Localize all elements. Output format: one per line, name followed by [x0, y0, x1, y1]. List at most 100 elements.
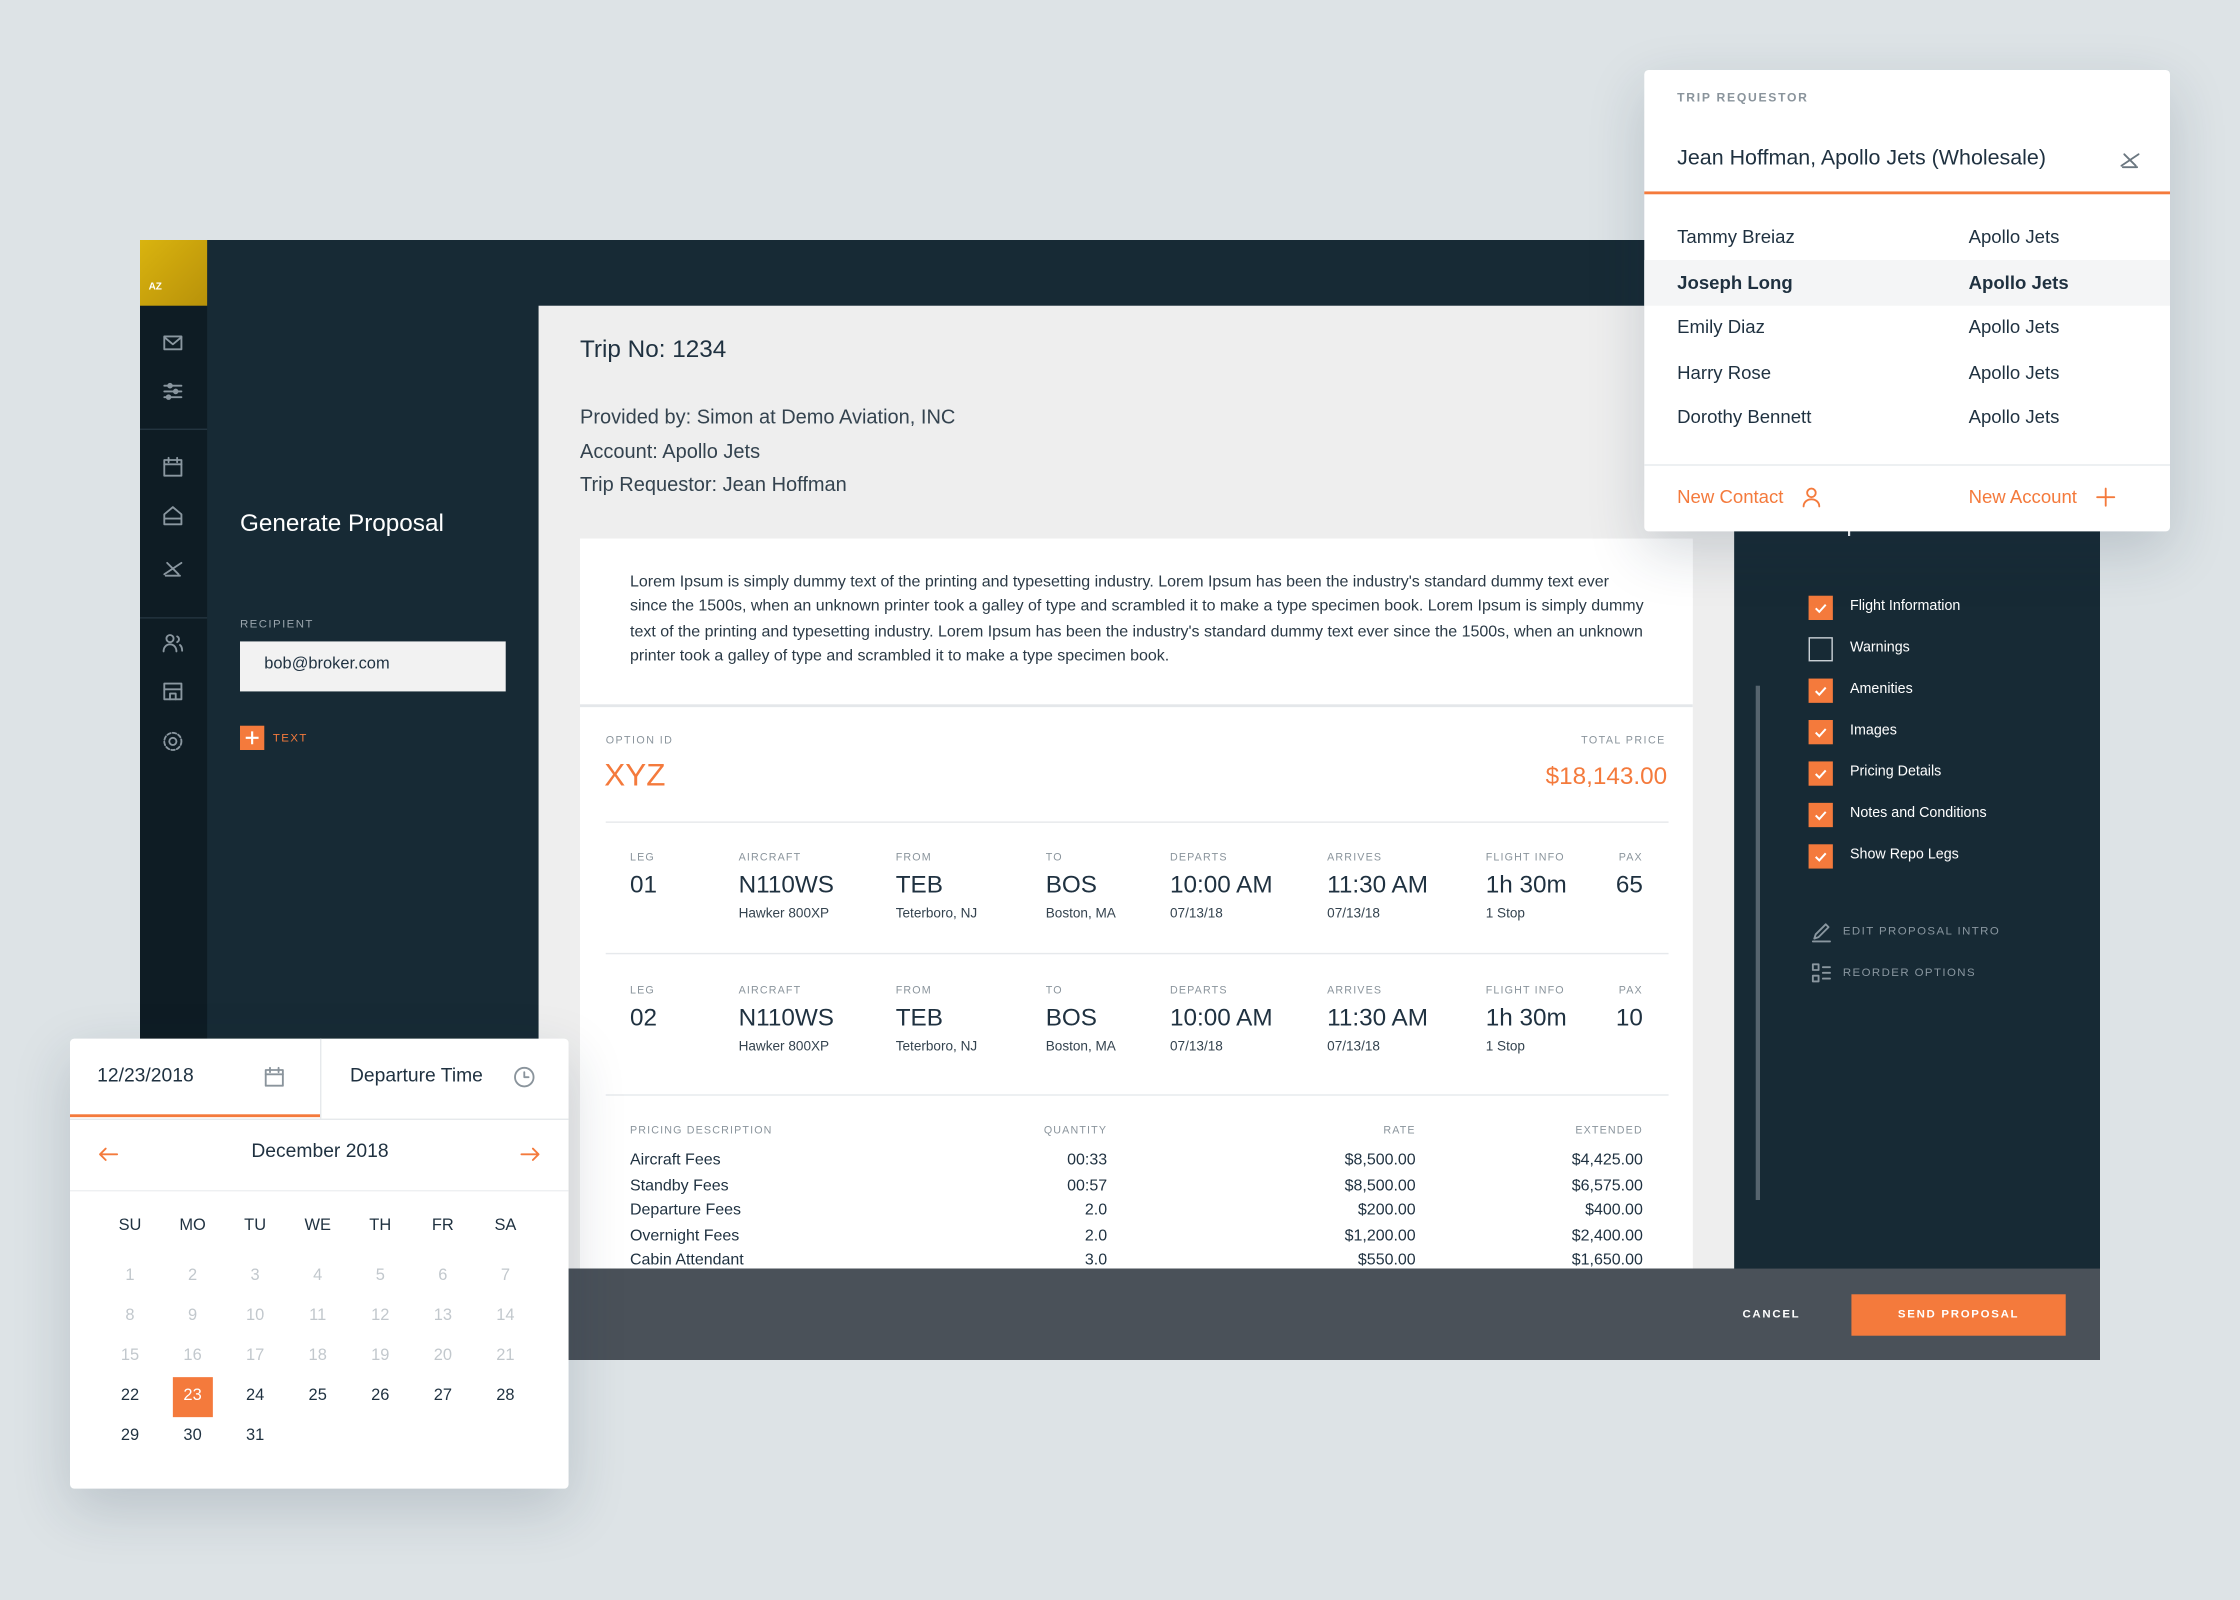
leg-value: 1h 30m	[1485, 1004, 1567, 1032]
sidebar-icon[interactable]	[160, 503, 186, 529]
contact-name[interactable]: Harry Rose	[1677, 361, 1772, 383]
weekday: SA	[494, 1217, 517, 1235]
selected-day[interactable]	[172, 1377, 213, 1418]
day[interactable]: 24	[245, 1387, 265, 1405]
contact-account[interactable]: Apollo Jets	[1968, 316, 2060, 338]
calendar-icon[interactable]	[261, 1064, 287, 1090]
day[interactable]: 27	[433, 1387, 452, 1405]
clock-icon[interactable]	[511, 1064, 537, 1090]
day[interactable]: 28	[496, 1387, 515, 1405]
checkbox-label[interactable]: Notes and Conditions	[1849, 805, 1987, 822]
day[interactable]: 29	[120, 1427, 140, 1445]
leg-detail: Hawker 800XP	[738, 906, 830, 922]
add-text-label[interactable]: TEXT	[272, 731, 308, 745]
cancel-button[interactable]: CANCEL	[1742, 1307, 1801, 1321]
contact-account[interactable]: Apollo Jets	[1968, 361, 2060, 383]
recipient-input[interactable]	[239, 641, 506, 692]
contact-name[interactable]: Dorothy Bennett	[1677, 406, 1812, 428]
pricing-cell: $200.00	[1357, 1201, 1416, 1219]
contact-name[interactable]: Emily Diaz	[1677, 316, 1765, 338]
prev-month[interactable]	[96, 1141, 122, 1167]
day[interactable]: 31	[245, 1427, 265, 1445]
checkbox-label[interactable]: Pricing Details	[1849, 764, 1942, 780]
next-month[interactable]	[517, 1141, 543, 1167]
day[interactable]: 23	[183, 1387, 202, 1405]
checkbox[interactable]	[1808, 677, 1833, 703]
sidebar-icon[interactable]	[160, 379, 186, 405]
total-label: TOTAL PRICE	[1581, 733, 1666, 747]
checkbox[interactable]	[1808, 760, 1833, 785]
leg-value: TEB	[895, 871, 943, 899]
time-value[interactable]: Departure Time	[349, 1064, 483, 1086]
contact-name[interactable]: Tammy Breiaz	[1677, 226, 1795, 248]
popup-divider	[1644, 464, 2170, 466]
requestor-selected[interactable]: Jean Hoffman, Apollo Jets (Wholesale)	[1677, 145, 2046, 170]
sidebar-icon[interactable]	[160, 554, 186, 580]
edit-intro[interactable]: EDIT PROPOSAL INTRO	[1842, 924, 2001, 938]
option-id: XYZ	[604, 756, 666, 793]
pricing-cell: $1,650.00	[1571, 1251, 1643, 1269]
new-account-icon[interactable]	[2093, 484, 2119, 510]
leg-header: FLIGHT INFO	[1485, 983, 1565, 997]
checkbox[interactable]	[1808, 802, 1833, 827]
checkbox-label[interactable]: Amenities	[1849, 681, 1913, 698]
popup-underline	[1644, 191, 2170, 195]
day[interactable]: 30	[183, 1427, 202, 1445]
requestor-icon[interactable]	[2117, 146, 2143, 172]
date-value[interactable]: 12/23/2018	[97, 1064, 194, 1086]
day: 20	[433, 1347, 452, 1365]
contact-account[interactable]: Apollo Jets	[1968, 271, 2069, 293]
leg-detail: Teterboro, NJ	[895, 1039, 978, 1055]
edit-icon[interactable]	[1809, 919, 1835, 945]
reorder-icon[interactable]	[1809, 960, 1835, 986]
sidebar-icon[interactable]	[160, 679, 186, 705]
contact-name[interactable]: Joseph Long	[1677, 271, 1793, 293]
recipient-value[interactable]: bob@broker.com	[264, 655, 390, 674]
pricing-cell: Departure Fees	[629, 1201, 742, 1219]
checkbox[interactable]	[1808, 843, 1833, 868]
sidebar-icon[interactable]	[160, 454, 186, 480]
day: 11	[309, 1307, 327, 1325]
checkbox-label[interactable]: Images	[1849, 722, 1897, 739]
day[interactable]: 26	[371, 1387, 390, 1405]
send-button[interactable]	[1851, 1294, 2066, 1336]
pricing-cell: $400.00	[1585, 1201, 1643, 1219]
checkbox-label[interactable]: Warnings	[1849, 639, 1910, 656]
month-label: December 2018	[251, 1139, 389, 1162]
day[interactable]: 22	[120, 1387, 140, 1405]
intro-text: Lorem Ipsum is simply dummy text of the …	[629, 573, 1644, 665]
leg-value: N110WS	[738, 871, 834, 899]
contact-account[interactable]: Apollo Jets	[1968, 226, 2060, 248]
leg-value: BOS	[1045, 871, 1098, 899]
add-text-button[interactable]	[239, 725, 265, 750]
leg-detail: Teterboro, NJ	[895, 906, 978, 922]
sidebar-icon[interactable]	[160, 330, 186, 356]
checkbox[interactable]	[1808, 594, 1833, 620]
sidebar-icon[interactable]	[160, 729, 186, 755]
day[interactable]: 25	[308, 1387, 327, 1405]
reorder-options[interactable]: REORDER OPTIONS	[1842, 966, 1977, 979]
scrollbar[interactable]	[1755, 685, 1760, 1200]
leg-value: 02	[629, 1004, 658, 1032]
checkbox-label[interactable]: Show Repo Legs	[1849, 847, 1959, 863]
checkbox[interactable]	[1808, 636, 1833, 661]
new-account[interactable]: New Account	[1968, 486, 2077, 508]
new-contact[interactable]: New Contact	[1677, 486, 1784, 508]
contact-account[interactable]: Apollo Jets	[1968, 406, 2060, 428]
new-contact-icon[interactable]	[1799, 484, 1825, 510]
checkbox-label[interactable]: Flight Information	[1849, 598, 1961, 615]
sidebar-icon[interactable]	[160, 630, 186, 656]
send-label[interactable]: SEND PROPOSAL	[1897, 1307, 2020, 1321]
leg-header: FROM	[895, 850, 932, 864]
day: 19	[371, 1347, 390, 1365]
pricing-cell: $1,200.00	[1344, 1226, 1416, 1244]
leg-value: N110WS	[738, 1004, 834, 1032]
pricing-cell: Cabin Attendant	[629, 1251, 744, 1269]
pricing-header: EXTENDED	[1575, 1123, 1643, 1137]
pricing-cell: Standby Fees	[629, 1176, 729, 1194]
checkbox[interactable]	[1808, 719, 1833, 744]
leg-header: ARRIVES	[1327, 850, 1383, 864]
pricing-cell: $8,500.00	[1344, 1151, 1416, 1169]
weekday: FR	[431, 1217, 454, 1235]
